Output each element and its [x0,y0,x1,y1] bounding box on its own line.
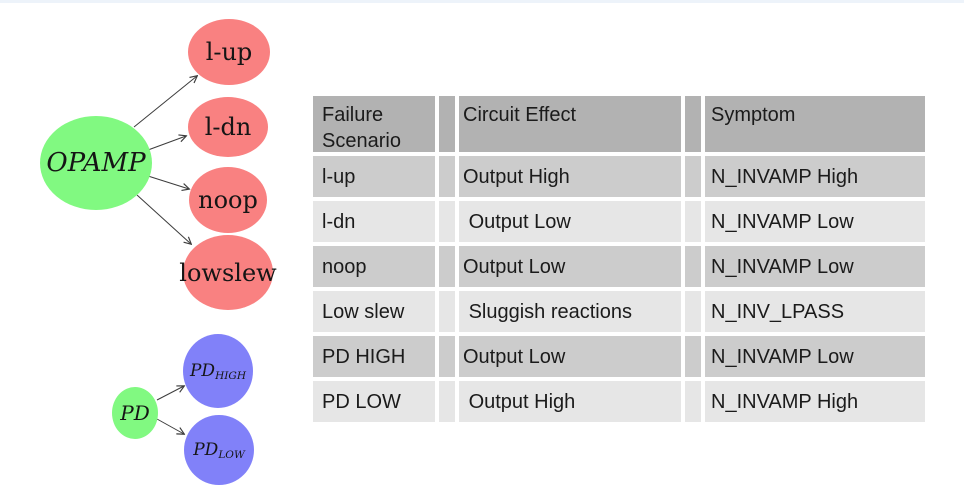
node-pd-low-label: PDLOW [193,439,245,461]
table-cell-effect-3: Output Low [459,246,681,287]
node-pd-low-subscript: LOW [218,448,245,461]
table-cell-symptom-3: N_INVAMP Low [705,246,925,287]
table-cell-spacer [439,381,455,422]
table-cell-effect-6: Output High [459,381,681,422]
table-cell-spacer [439,246,455,287]
node-opamp-label: OPAMP [46,148,146,178]
arrow-opamp-to-l-dn [147,136,186,151]
node-pd-label: PD [120,401,150,425]
table-header-spacer-1 [439,96,455,152]
node-opamp: OPAMP [40,116,152,210]
arrow-pd-to-pd-low [156,418,184,434]
node-pd-high: PDHIGH [183,334,253,408]
node-noop-label: noop [198,186,258,214]
table-cell-symptom-4: N_INV_LPASS [705,291,925,332]
arrow-pd-to-pd-high [156,386,184,401]
node-l-up-label: l-up [205,38,253,66]
table-cell-spacer [685,156,701,197]
table-cell-effect-4: Sluggish reactions [459,291,681,332]
table-cell-spacer [439,201,455,242]
node-lowslew-label: lowslew [179,258,277,287]
table-cell-symptom-6: N_INVAMP High [705,381,925,422]
table-cell-scenario-1: l-up [313,156,435,197]
window-top-edge-strip [0,0,964,3]
table-cell-spacer [439,336,455,377]
node-pd-high-subscript: HIGH [215,369,247,382]
table-cell-effect-5: Output Low [459,336,681,377]
failure-scenario-table: Failure Scenario Circuit Effect Symptom … [313,96,925,422]
table-cell-effect-1: Output High [459,156,681,197]
node-l-dn-label: l-dn [204,113,252,141]
table-cell-scenario-2: l-dn [313,201,435,242]
arrow-opamp-to-noop [147,175,189,189]
table-cell-spacer [685,246,701,287]
table-cell-scenario-6: PD LOW [313,381,435,422]
table-cell-spacer [439,156,455,197]
node-l-dn: l-dn [188,97,268,157]
table-header-spacer-2 [685,96,701,152]
table-cell-spacer [439,291,455,332]
node-l-up: l-up [188,19,270,85]
table-cell-scenario-5: PD HIGH [313,336,435,377]
table-cell-effect-2: Output Low [459,201,681,242]
node-pd-low: PDLOW [184,415,254,485]
table-header-failure-scenario: Failure Scenario [313,96,435,152]
table-cell-spacer [685,381,701,422]
table-cell-spacer [685,336,701,377]
table-cell-symptom-2: N_INVAMP Low [705,201,925,242]
table-cell-scenario-4: Low slew [313,291,435,332]
table-cell-spacer [685,291,701,332]
table-header-circuit-effect: Circuit Effect [459,96,681,152]
table-cell-scenario-3: noop [313,246,435,287]
arrow-opamp-to-lowslew [136,194,191,244]
table-cell-symptom-1: N_INVAMP High [705,156,925,197]
table-cell-spacer [685,201,701,242]
node-pd-high-label: PDHIGH [189,360,247,382]
table-cell-symptom-5: N_INVAMP Low [705,336,925,377]
table-header-symptom: Symptom [705,96,925,152]
node-noop: noop [189,167,267,233]
node-pd: PD [112,387,158,439]
arrow-opamp-to-l-up [133,76,197,128]
node-lowslew: lowslew [179,235,277,310]
